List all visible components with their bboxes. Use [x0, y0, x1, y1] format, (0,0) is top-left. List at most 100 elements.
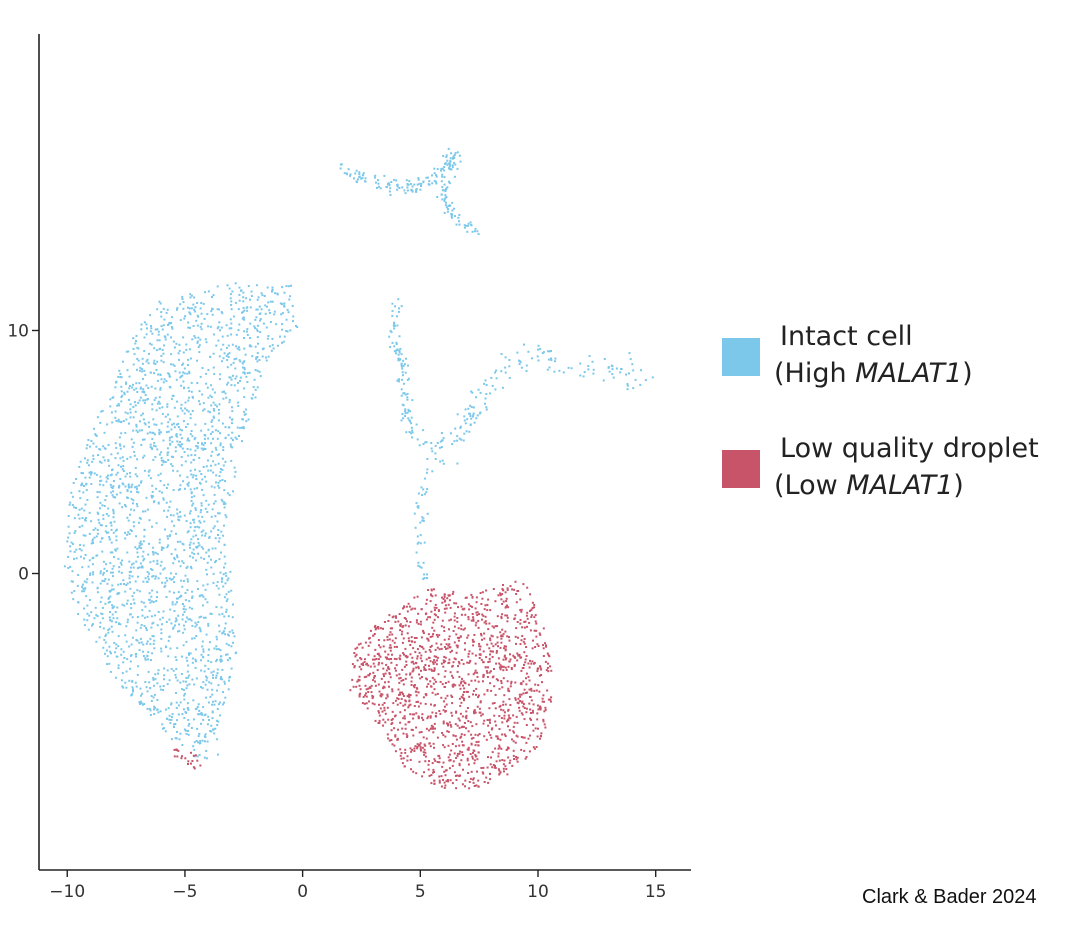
point-intact-0-2118 — [194, 310, 197, 313]
point-lowq-0-33 — [497, 755, 500, 758]
point-lowq-0-863 — [475, 693, 477, 696]
point-intact-4-1 — [531, 357, 533, 360]
point-lowq-0-218 — [383, 709, 386, 712]
point-intact-0-102 — [118, 369, 121, 372]
point-lowq-0-295 — [428, 774, 431, 777]
point-lowq-0-1302 — [528, 688, 531, 691]
point-lowq-0-431 — [529, 659, 531, 662]
point-intact-0-1073 — [131, 483, 134, 486]
legend-gene-lowq: MALAT1 — [846, 470, 954, 501]
point-lowq-0-908 — [353, 666, 356, 669]
point-intact-0-1649 — [283, 291, 286, 294]
point-lowq-0-1047 — [409, 621, 412, 623]
point-intact-0-1830 — [136, 547, 139, 550]
point-intact-0-1013 — [256, 324, 259, 327]
point-intact-0-2170 — [163, 727, 166, 730]
point-intact-3-41 — [404, 371, 407, 374]
point-intact-4-59 — [570, 367, 573, 370]
point-intact-0-2075 — [265, 356, 267, 359]
point-lowq-0-120 — [461, 696, 464, 699]
point-intact-0-2193 — [153, 359, 156, 362]
point-intact-0-2196 — [150, 343, 153, 346]
point-intact-3-22 — [400, 388, 403, 391]
point-lowq-0-208 — [426, 717, 429, 720]
point-intact-0-200 — [220, 606, 223, 609]
point-lowq-0-1026 — [398, 673, 401, 676]
point-intact-0-998 — [183, 412, 186, 415]
point-lowq-0-1341 — [458, 762, 461, 765]
point-intact-4-95 — [456, 435, 459, 438]
point-intact-3-23 — [439, 446, 441, 449]
point-intact-1-121 — [404, 192, 407, 195]
point-intact-0-1541 — [166, 425, 169, 428]
point-intact-4-125 — [426, 458, 429, 460]
point-lowq-0-993 — [444, 611, 447, 614]
point-lowq-0-663 — [370, 691, 373, 694]
point-intact-3-91 — [407, 410, 410, 413]
point-intact-0-1522 — [273, 313, 276, 316]
point-intact-0-64 — [206, 676, 209, 679]
point-intact-0-1574 — [214, 429, 217, 432]
point-intact-1-18 — [445, 156, 448, 158]
point-intact-3-70 — [418, 444, 421, 447]
point-lowq-0-684 — [525, 707, 528, 710]
point-lowq-0-1325 — [448, 594, 451, 597]
point-intact-0-1257 — [81, 583, 84, 586]
point-lowq-0-1123 — [384, 656, 387, 659]
point-intact-0-1508 — [107, 531, 110, 534]
point-intact-0-2051 — [132, 562, 135, 565]
point-lowq-0-1136 — [531, 607, 534, 609]
point-lowq-0-1175 — [461, 783, 464, 786]
point-intact-0-1883 — [163, 378, 166, 381]
point-lowq-0-1245 — [449, 724, 452, 726]
point-intact-0-835 — [155, 487, 158, 490]
point-intact-0-1205 — [193, 683, 196, 686]
point-lowq-0-1164 — [491, 656, 494, 658]
point-lowq-0-905 — [489, 682, 492, 685]
point-lowq-0-1321 — [430, 594, 433, 597]
point-intact-0-984 — [138, 546, 141, 549]
point-lowq-0-711 — [499, 771, 502, 774]
point-intact-0-78 — [140, 480, 143, 483]
point-lowq-0-1442 — [444, 599, 447, 602]
point-lowq-0-987 — [428, 648, 431, 651]
point-lowq-0-534 — [460, 613, 463, 616]
point-intact-0-1825 — [112, 508, 115, 511]
point-lowq-0-1273 — [485, 738, 488, 741]
point-lowq-0-1212 — [544, 726, 547, 729]
point-lowq-0-390 — [440, 785, 443, 788]
point-intact-0-285 — [165, 311, 168, 314]
point-intact-0-1310 — [109, 619, 112, 622]
point-intact-0-1454 — [163, 674, 166, 677]
point-lowq-0-499 — [487, 781, 490, 784]
point-intact-0-1732 — [130, 490, 133, 493]
point-intact-0-1167 — [196, 545, 199, 548]
point-intact-0-1280 — [173, 557, 176, 559]
point-intact-0-767 — [143, 535, 146, 538]
point-intact-0-870 — [164, 581, 167, 584]
point-intact-0-1833 — [276, 344, 279, 347]
point-lowq-0-542 — [409, 713, 412, 716]
point-lowq-0-16 — [422, 647, 425, 650]
point-intact-0-1401 — [175, 433, 178, 436]
point-lowq-0-1135 — [474, 753, 477, 756]
point-intact-0-1662 — [144, 657, 147, 660]
point-lowq-0-668 — [503, 733, 506, 736]
point-lowq-0-183 — [509, 759, 512, 762]
point-lowq-0-560 — [515, 601, 518, 604]
point-lowq-0-937 — [423, 771, 425, 774]
point-intact-0-1936 — [274, 292, 277, 295]
point-intact-0-72 — [136, 368, 138, 371]
point-lowq-0-1495 — [403, 765, 406, 768]
point-intact-0-1478 — [134, 466, 137, 469]
point-lowq-0-314 — [485, 656, 488, 659]
point-intact-0-1729 — [160, 315, 163, 318]
point-intact-0-1050 — [176, 647, 179, 650]
point-lowq-0-54 — [474, 669, 477, 672]
point-lowq-0-153 — [498, 715, 501, 717]
point-lowq-0-362 — [523, 621, 526, 623]
point-lowq-0-889 — [501, 587, 504, 590]
point-lowq-0-69 — [460, 759, 463, 762]
point-intact-0-182 — [164, 415, 167, 418]
point-intact-0-1707 — [201, 594, 204, 597]
